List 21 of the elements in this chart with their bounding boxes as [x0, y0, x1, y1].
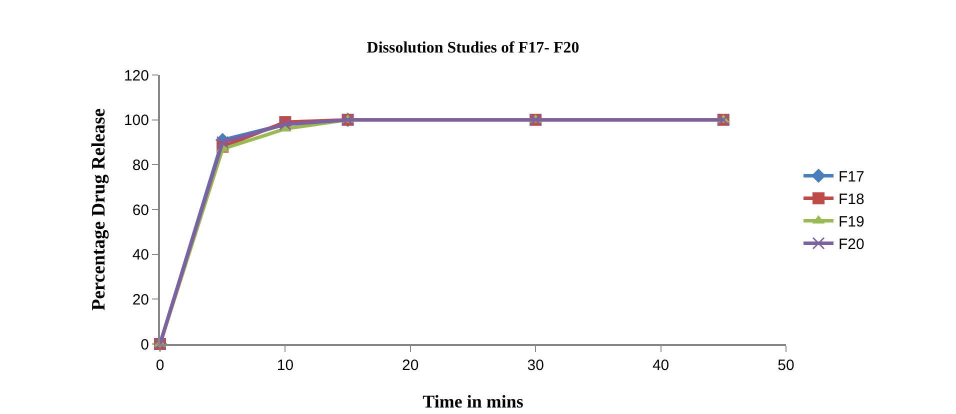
y-axis-title: Percentage Drug Release	[88, 108, 110, 311]
legend-label: F18	[838, 191, 864, 208]
x-tick-label: 30	[527, 357, 544, 374]
x-tick-label: 40	[652, 357, 670, 374]
y-tick-label: 100	[124, 112, 149, 130]
y-tick-label: 0	[140, 336, 149, 354]
point	[216, 136, 229, 148]
x-tick-label: 50	[778, 357, 794, 374]
y-tick-label: 60	[132, 202, 149, 219]
legend-label: F17	[838, 168, 864, 186]
legend-label: F19	[838, 214, 864, 231]
x-tick-label: 20	[402, 357, 419, 374]
y-tick-label: 40	[132, 246, 149, 264]
y-tick-label: 20	[132, 291, 149, 308]
x-tick-label: 0	[156, 357, 164, 374]
legend-label: F20	[838, 236, 864, 254]
x-tick-label: 10	[276, 357, 294, 374]
y-tick-label: 80	[132, 156, 149, 174]
x-axis-title: Time in mins	[422, 392, 524, 412]
y-tick-label: 120	[124, 67, 149, 84]
chart-title: Dissolution Studies of F17- F20	[366, 40, 580, 57]
